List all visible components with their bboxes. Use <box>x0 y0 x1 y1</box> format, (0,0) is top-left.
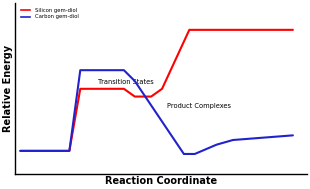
Text: Transition States: Transition States <box>98 79 154 85</box>
Legend: Silicon gem-diol, Carbon gem-diol: Silicon gem-diol, Carbon gem-diol <box>20 8 79 20</box>
Text: Product Complexes: Product Complexes <box>166 103 231 109</box>
X-axis label: Reaction Coordinate: Reaction Coordinate <box>105 176 217 186</box>
Y-axis label: Relative Energy: Relative Energy <box>3 45 13 132</box>
